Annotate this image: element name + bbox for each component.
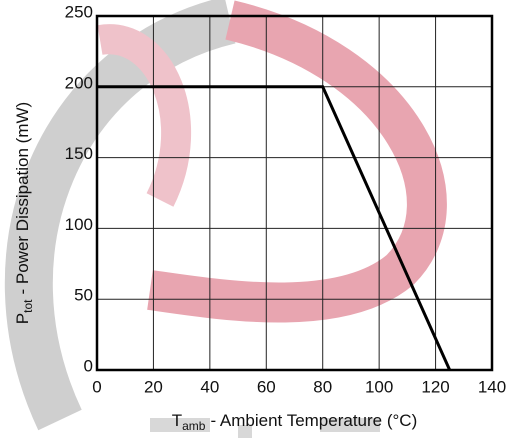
watermark-pink-arc: [147, 0, 447, 323]
y-tick-label: 50: [74, 286, 93, 305]
x-tick-label: 0: [92, 377, 101, 396]
ylabel-label: Ptot - Power Dissipation (mW): [13, 102, 35, 324]
x-tick-label: 100: [365, 377, 393, 396]
xlabel-symbol: T: [172, 411, 182, 430]
x-tick-label: 80: [313, 377, 332, 396]
x-tick-label: 120: [421, 377, 449, 396]
y-tick-label: 0: [84, 356, 93, 375]
ylabel-text: - Power Dissipation (mW): [13, 102, 32, 295]
data-line: [97, 85, 452, 371]
xlabel-subscript: amb: [182, 419, 206, 433]
ylabel-symbol: P: [13, 313, 32, 324]
y-tick-label: 250: [65, 2, 93, 21]
y-tick-label: 100: [65, 215, 93, 234]
xlabel-label: Tamb - Ambient Temperature (°C): [172, 411, 418, 433]
y-tick-label: 200: [65, 73, 93, 92]
x-tick-label: 20: [144, 377, 163, 396]
plot-border: [95, 14, 494, 372]
ylabel-subscript: tot: [21, 299, 35, 313]
y-tick-label: 150: [65, 144, 93, 163]
x-tick-label: 140: [478, 377, 506, 396]
x-tick-label: 40: [200, 377, 219, 396]
x-tick-label: 60: [257, 377, 276, 396]
xlabel-text: - Ambient Temperature (°C): [210, 411, 417, 430]
watermark-gray-bars: [150, 418, 380, 438]
watermark-gray-arc: [4, 0, 236, 431]
